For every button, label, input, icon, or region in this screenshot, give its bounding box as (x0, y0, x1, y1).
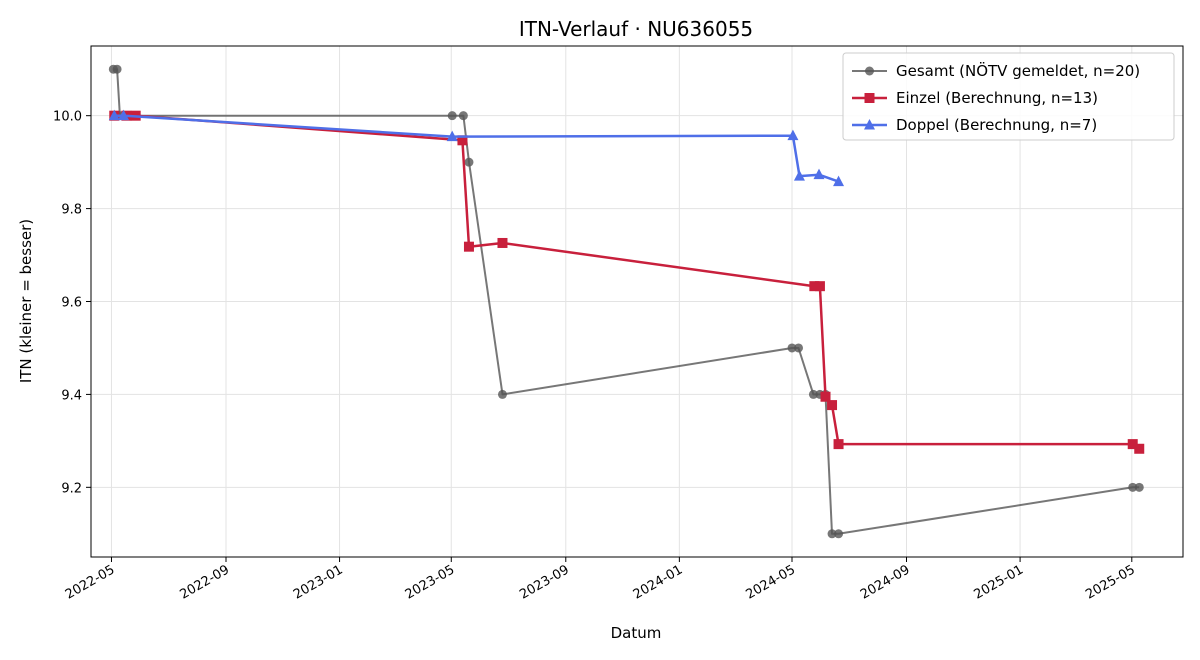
y-axis-label: ITN (kleiner = besser) (17, 219, 35, 383)
x-axis-label: Datum (611, 624, 662, 642)
data-point (1134, 443, 1145, 454)
data-point (1134, 482, 1144, 492)
data-point (447, 111, 457, 121)
data-point (463, 241, 474, 252)
data-point (827, 529, 837, 539)
data-point (497, 237, 508, 248)
data-point (787, 343, 797, 353)
y-tick-label: 9.2 (61, 481, 82, 496)
y-tick-label: 9.8 (61, 203, 82, 218)
data-point (446, 130, 458, 142)
series-triangle (108, 109, 845, 187)
legend-marker (864, 119, 875, 130)
legend-box (842, 52, 1175, 141)
data-point (808, 389, 818, 399)
legend-label: Gesamt (NÖTV gemeldet, n=20) (896, 61, 1140, 80)
chart-title: ITN-Verlauf · NU636055 (519, 17, 753, 41)
data-point (833, 175, 845, 187)
data-point (787, 129, 799, 141)
data-point (497, 389, 507, 399)
data-point (1128, 482, 1138, 492)
data-point (108, 109, 120, 121)
y-tick-label: 10.0 (53, 110, 82, 125)
data-point (458, 111, 468, 121)
legend-marker (865, 66, 874, 76)
legend-marker (864, 93, 875, 103)
data-point (820, 391, 831, 402)
data-point (833, 439, 844, 450)
data-point (464, 157, 474, 167)
data-point (118, 109, 130, 121)
data-point (794, 343, 804, 353)
data-point (1127, 439, 1138, 450)
y-tick-label: 9.4 (61, 388, 82, 403)
legend: Gesamt (NÖTV gemeldet, n=20) Einzel (Bere… (842, 52, 1175, 141)
data-point (809, 281, 820, 292)
y-tick-label: 9.6 (61, 296, 82, 311)
data-point (112, 64, 122, 74)
series-layer (108, 64, 1145, 539)
data-point (457, 135, 468, 146)
data-point (827, 400, 838, 411)
data-point (793, 170, 805, 181)
data-point (834, 529, 844, 539)
legend-label: Doppel (Berechnung, n=7) (896, 116, 1097, 134)
legend-label: Einzel (Berechnung, n=13) (896, 89, 1098, 107)
data-point (814, 281, 825, 292)
data-point (813, 168, 825, 180)
